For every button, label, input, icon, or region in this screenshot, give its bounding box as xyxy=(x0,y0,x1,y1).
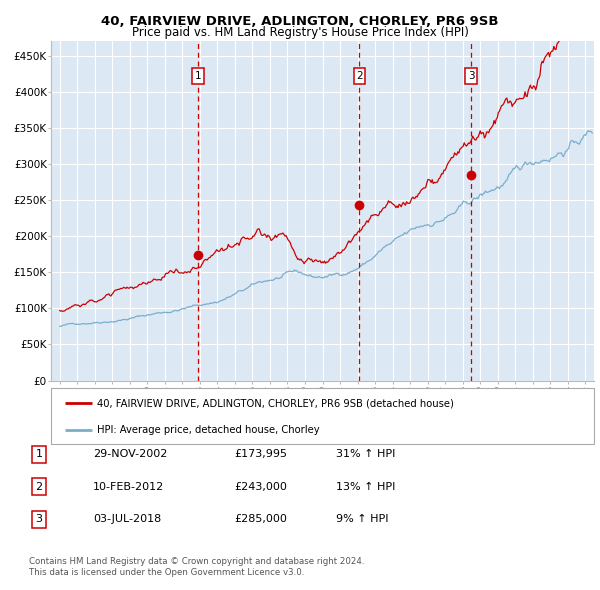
Text: 03-JUL-2018: 03-JUL-2018 xyxy=(93,514,161,524)
Text: Contains HM Land Registry data © Crown copyright and database right 2024.: Contains HM Land Registry data © Crown c… xyxy=(29,558,364,566)
Text: 29-NOV-2002: 29-NOV-2002 xyxy=(93,450,167,459)
Text: 9% ↑ HPI: 9% ↑ HPI xyxy=(336,514,389,524)
Text: HPI: Average price, detached house, Chorley: HPI: Average price, detached house, Chor… xyxy=(97,425,320,435)
Text: 40, FAIRVIEW DRIVE, ADLINGTON, CHORLEY, PR6 9SB (detached house): 40, FAIRVIEW DRIVE, ADLINGTON, CHORLEY, … xyxy=(97,398,454,408)
Text: 2: 2 xyxy=(356,71,363,81)
Text: £243,000: £243,000 xyxy=(234,482,287,491)
Text: 40, FAIRVIEW DRIVE, ADLINGTON, CHORLEY, PR6 9SB: 40, FAIRVIEW DRIVE, ADLINGTON, CHORLEY, … xyxy=(101,15,499,28)
Text: 31% ↑ HPI: 31% ↑ HPI xyxy=(336,450,395,459)
Text: £173,995: £173,995 xyxy=(234,450,287,459)
Text: 1: 1 xyxy=(35,450,43,459)
Text: 2: 2 xyxy=(35,482,43,491)
Text: 1: 1 xyxy=(195,71,202,81)
Text: 3: 3 xyxy=(468,71,475,81)
Text: This data is licensed under the Open Government Licence v3.0.: This data is licensed under the Open Gov… xyxy=(29,568,304,577)
Text: 13% ↑ HPI: 13% ↑ HPI xyxy=(336,482,395,491)
Text: 10-FEB-2012: 10-FEB-2012 xyxy=(93,482,164,491)
Text: Price paid vs. HM Land Registry's House Price Index (HPI): Price paid vs. HM Land Registry's House … xyxy=(131,26,469,39)
FancyBboxPatch shape xyxy=(51,388,594,444)
Text: £285,000: £285,000 xyxy=(234,514,287,524)
Text: 3: 3 xyxy=(35,514,43,524)
